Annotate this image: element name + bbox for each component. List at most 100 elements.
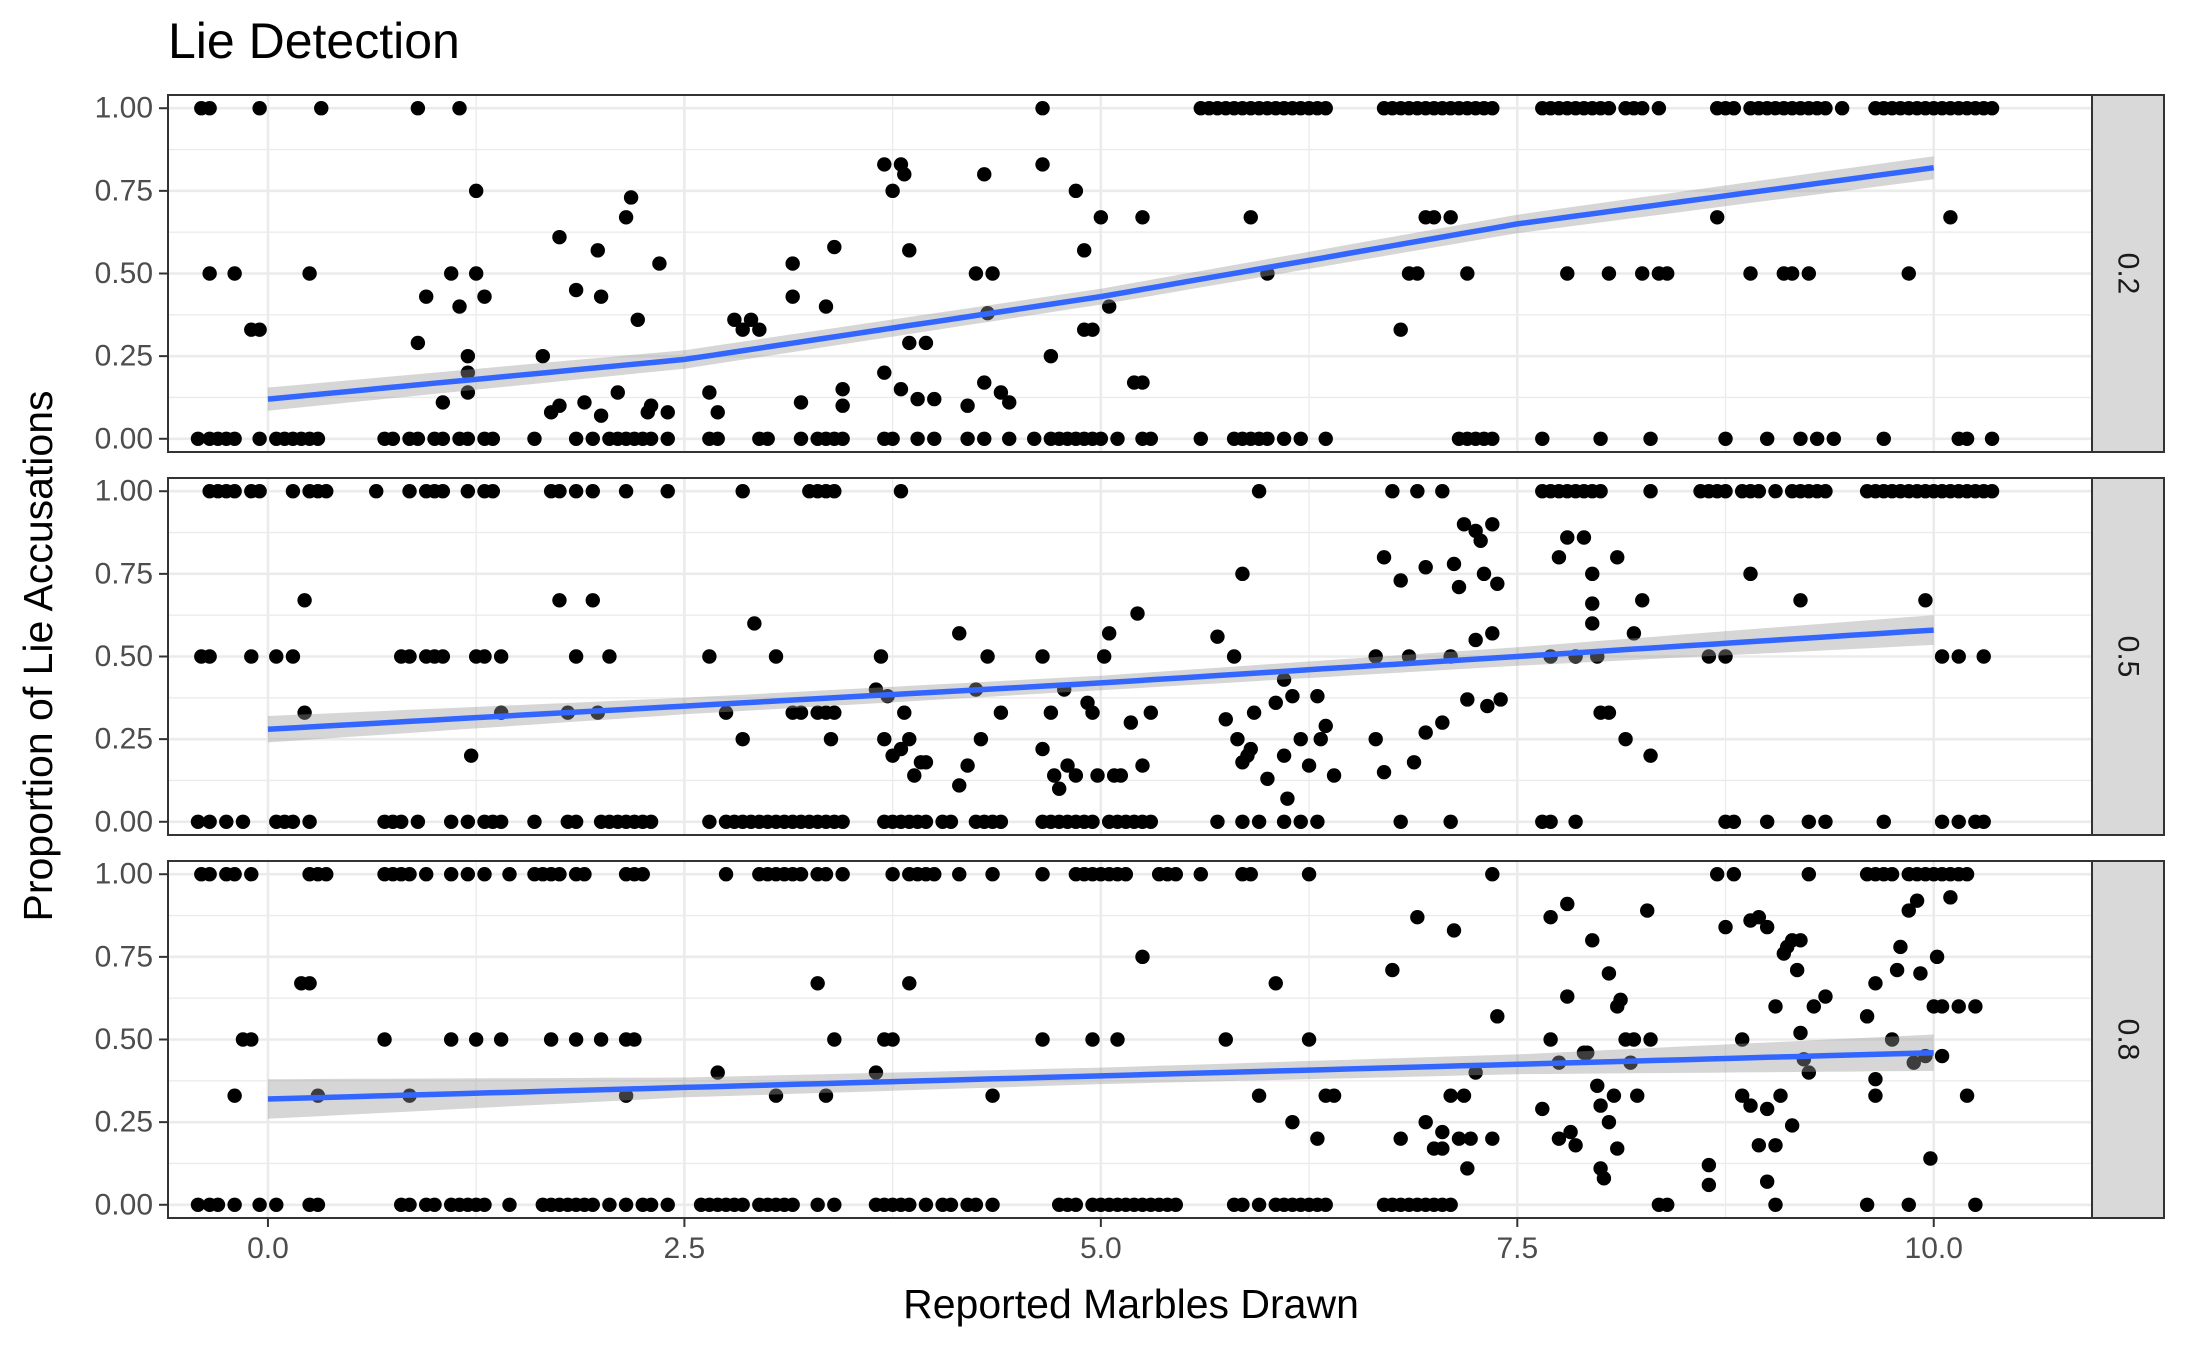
data-point xyxy=(585,1197,600,1212)
data-point xyxy=(1035,157,1050,172)
data-point xyxy=(768,649,784,664)
facet-strip xyxy=(2091,860,2165,1219)
data-point xyxy=(1418,1114,1433,1130)
data-point xyxy=(918,755,934,770)
data-point xyxy=(1218,712,1233,727)
data-point xyxy=(1909,893,1925,908)
data-point xyxy=(1593,484,1608,499)
data-point xyxy=(1551,550,1567,565)
data-point xyxy=(1276,431,1292,446)
data-point xyxy=(219,814,234,829)
data-point xyxy=(418,289,434,304)
y-tick-label: 1.00 xyxy=(95,858,153,891)
data-point xyxy=(927,391,942,407)
data-point xyxy=(1768,484,1783,499)
data-point xyxy=(718,705,734,720)
data-point xyxy=(910,431,925,446)
data-point xyxy=(835,814,850,829)
data-point xyxy=(460,365,476,380)
data-point xyxy=(1435,1141,1450,1156)
data-point xyxy=(702,814,717,829)
data-point xyxy=(577,867,592,882)
data-point xyxy=(1984,101,2000,116)
data-point xyxy=(202,101,217,116)
data-point xyxy=(1590,1078,1605,1093)
data-point xyxy=(1135,758,1150,773)
data-point xyxy=(460,431,476,446)
data-point xyxy=(835,431,850,446)
data-point xyxy=(1243,210,1258,225)
data-point xyxy=(977,431,992,446)
data-point xyxy=(593,289,609,304)
data-point xyxy=(1043,705,1059,720)
data-point xyxy=(435,484,451,499)
data-point xyxy=(1468,1065,1483,1080)
data-point xyxy=(302,266,317,281)
data-point xyxy=(1884,867,1900,882)
data-point xyxy=(1759,1101,1775,1117)
data-point xyxy=(369,484,384,499)
data-point xyxy=(319,484,334,499)
data-point xyxy=(877,365,892,380)
data-point xyxy=(443,266,459,281)
data-point xyxy=(623,190,639,205)
data-point xyxy=(1113,768,1129,783)
data-point xyxy=(1660,266,1675,281)
data-point xyxy=(1493,692,1508,707)
data-point xyxy=(1385,484,1400,499)
data-point xyxy=(1543,1032,1558,1047)
data-point xyxy=(485,484,501,499)
data-point xyxy=(1193,867,1208,882)
data-point xyxy=(202,649,217,664)
data-point xyxy=(1951,649,1966,664)
data-point xyxy=(543,1032,559,1047)
data-point xyxy=(1876,814,1891,829)
data-point xyxy=(660,484,675,499)
data-point xyxy=(460,484,476,499)
data-point xyxy=(1759,1174,1775,1189)
data-point xyxy=(1480,698,1495,714)
data-point xyxy=(585,593,600,608)
data-point xyxy=(602,1197,617,1212)
data-point xyxy=(493,1032,509,1047)
data-point xyxy=(1443,210,1458,225)
data-point xyxy=(252,484,267,499)
data-point xyxy=(1473,533,1488,549)
data-point xyxy=(810,976,825,991)
data-point xyxy=(1068,768,1084,783)
y-axis-title: Proportion of Lie Accusations xyxy=(15,390,61,921)
data-point xyxy=(1085,1032,1100,1047)
data-point xyxy=(1090,768,1105,783)
data-point xyxy=(993,814,1009,829)
data-point xyxy=(1268,695,1283,710)
data-point xyxy=(868,1065,884,1080)
data-point xyxy=(907,768,922,783)
data-point xyxy=(460,385,476,400)
data-point xyxy=(602,649,617,664)
y-tick-label: 0.00 xyxy=(95,422,153,455)
y-tick-label: 0.25 xyxy=(95,340,153,373)
data-point xyxy=(1301,1032,1317,1047)
data-point xyxy=(1085,705,1100,720)
data-point xyxy=(1035,1032,1050,1047)
data-point xyxy=(1446,556,1462,572)
data-point xyxy=(1276,672,1292,687)
data-point xyxy=(1768,999,1783,1014)
data-point xyxy=(1243,867,1258,882)
data-point xyxy=(1535,1101,1550,1117)
data-point xyxy=(1560,266,1575,281)
data-point xyxy=(568,1032,584,1047)
data-point xyxy=(747,616,762,631)
data-point xyxy=(1718,649,1733,664)
data-point xyxy=(1701,649,1717,664)
data-point xyxy=(1096,649,1112,664)
data-point xyxy=(793,705,809,720)
data-point xyxy=(1913,966,1928,981)
data-point xyxy=(927,867,942,882)
data-point xyxy=(585,431,600,446)
data-point xyxy=(1806,999,1822,1014)
data-point xyxy=(1560,530,1575,545)
data-point xyxy=(502,867,517,882)
